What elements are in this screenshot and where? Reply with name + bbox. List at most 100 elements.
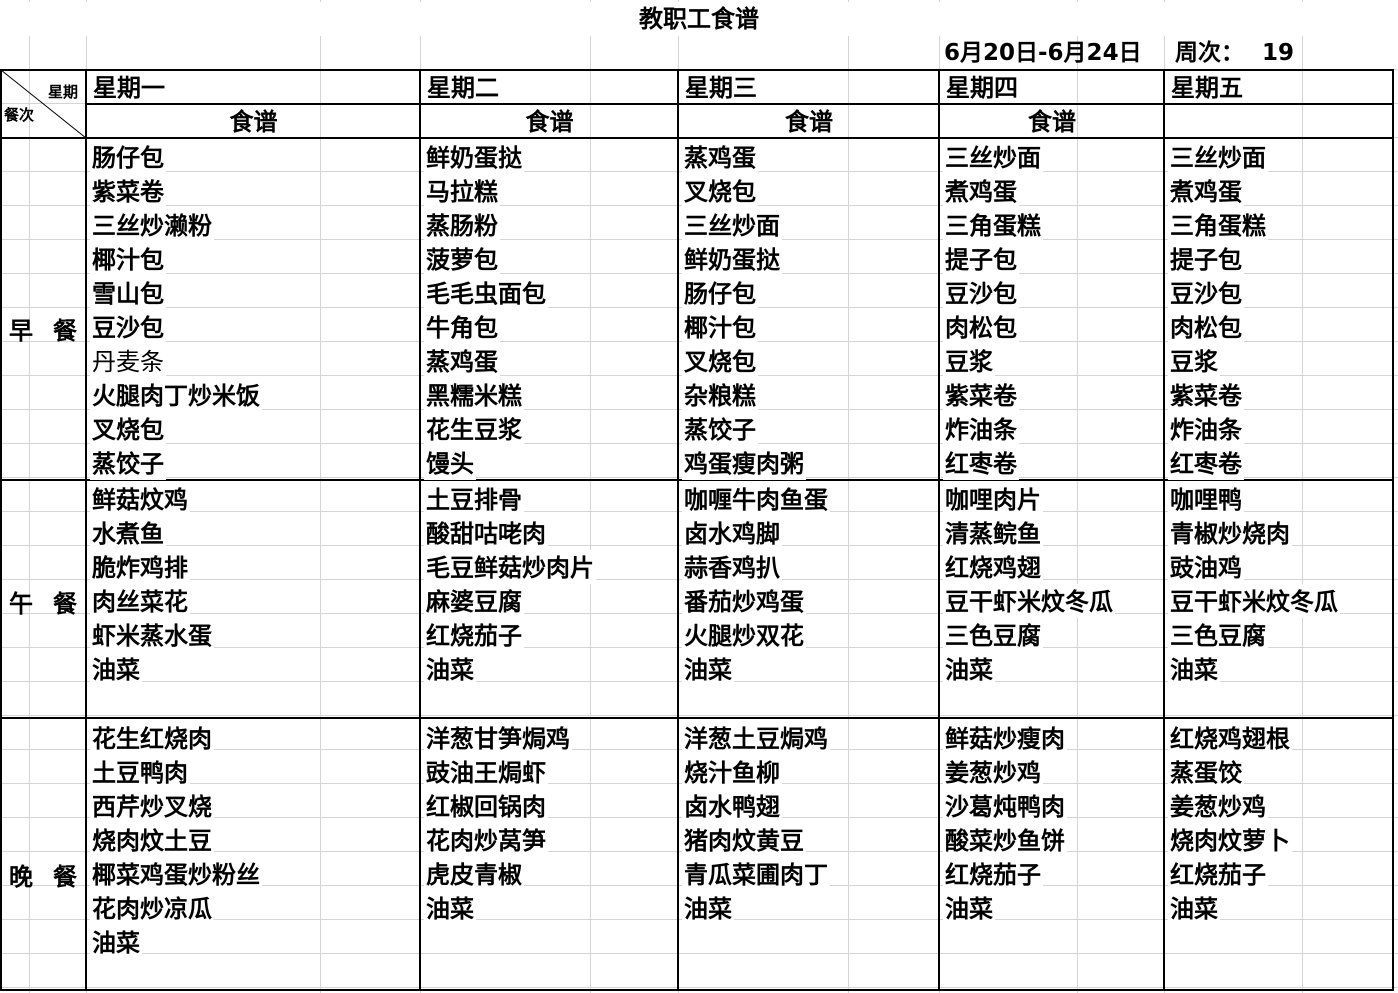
dish-item: 豆浆 <box>1168 344 1220 378</box>
dish-item: 火腿肉丁炒米饭 <box>90 378 262 412</box>
dish-item: 虾米蒸水蛋 <box>90 618 214 652</box>
dish-item: 油菜 <box>682 891 734 925</box>
dish-item: 油菜 <box>682 652 734 686</box>
week-number: 19 <box>1262 40 1295 66</box>
sub-header-tue: 食谱 <box>525 108 574 136</box>
day-header-thu: 星期四 <box>946 74 1018 102</box>
dish-item: 豆浆 <box>943 344 995 378</box>
corner-meal-label: 餐次 <box>4 106 35 124</box>
dish-item: 叉烧包 <box>682 174 758 208</box>
dish-item: 三角蛋糕 <box>1168 208 1268 242</box>
dish-item: 黑糯米糕 <box>424 378 524 412</box>
dish-item: 土豆鸭肉 <box>90 755 190 789</box>
dish-item: 三色豆腐 <box>1168 618 1268 652</box>
dish-item: 毛毛虫面包 <box>424 276 548 310</box>
dish-item: 蒸蛋饺 <box>1168 755 1244 789</box>
menu-table-frame <box>0 69 1394 991</box>
dish-item: 蒜香鸡扒 <box>682 550 782 584</box>
dish-item: 杂粮糕 <box>682 378 758 412</box>
dish-item: 红枣卷 <box>943 446 1019 480</box>
sub-header-fri <box>1165 104 1393 137</box>
dish-item: 豉油王焗虾 <box>424 755 548 789</box>
dish-item: 油菜 <box>424 891 476 925</box>
dish-item: 豆沙包 <box>90 310 166 344</box>
dish-item: 清蒸鲩鱼 <box>943 516 1043 550</box>
dish-item: 鸡蛋瘦肉粥 <box>682 446 806 480</box>
sub-header-wed: 食谱 <box>785 108 833 136</box>
dish-item: 洋葱甘笋焗鸡 <box>424 721 572 755</box>
dish-item: 油菜 <box>943 891 995 925</box>
dish-item: 咖哩鸭 <box>1168 482 1244 516</box>
dish-item: 菠萝包 <box>424 242 500 276</box>
dish-item: 三丝炒面 <box>1168 140 1268 174</box>
dish-item: 烧汁鱼柳 <box>682 755 782 789</box>
dish-item: 三色豆腐 <box>943 618 1043 652</box>
dish-item: 三丝炒濑粉 <box>90 208 214 242</box>
dish-item: 洋葱土豆焗鸡 <box>682 721 830 755</box>
dish-item: 红烧鸡翅根 <box>1168 721 1292 755</box>
day-header-mon: 星期一 <box>93 74 165 102</box>
dish-item: 鲜菇炆鸡 <box>90 482 190 516</box>
dish-item: 豆沙包 <box>1168 276 1244 310</box>
dish-item: 卤水鸡脚 <box>682 516 782 550</box>
day-header-fri: 星期五 <box>1171 74 1243 102</box>
menu-title: 教职工食谱 <box>0 2 1398 36</box>
dish-item: 紫菜卷 <box>90 174 166 208</box>
dish-item: 豆干虾米炆冬瓜 <box>1168 584 1340 618</box>
dish-item: 叉烧包 <box>682 344 758 378</box>
dish-item: 三角蛋糕 <box>943 208 1043 242</box>
dish-item: 花肉炒莴笋 <box>424 823 548 857</box>
dish-item: 卤水鸭翅 <box>682 789 782 823</box>
dish-item: 三丝炒面 <box>682 208 782 242</box>
dish-item: 烧肉炆萝卜 <box>1168 823 1292 857</box>
dish-item: 火腿炒双花 <box>682 618 806 652</box>
dish-item: 椰菜鸡蛋炒粉丝 <box>90 857 262 891</box>
dish-item: 红椒回锅肉 <box>424 789 548 823</box>
dish-item: 紫菜卷 <box>943 378 1019 412</box>
dish-item: 脆炸鸡排 <box>90 550 190 584</box>
dish-item: 虎皮青椒 <box>424 857 524 891</box>
dish-item: 花生红烧肉 <box>90 721 214 755</box>
dish-item: 豆干虾米炆冬瓜 <box>943 584 1115 618</box>
dish-item: 姜葱炒鸡 <box>1168 789 1268 823</box>
dish-item: 提子包 <box>1168 242 1244 276</box>
dish-item: 姜葱炒鸡 <box>943 755 1043 789</box>
dish-item: 煮鸡蛋 <box>943 174 1019 208</box>
dish-item: 油菜 <box>1168 891 1220 925</box>
dish-item: 炸油条 <box>943 412 1019 446</box>
dish-item: 牛角包 <box>424 310 500 344</box>
dish-item: 鲜菇炒瘦肉 <box>943 721 1067 755</box>
dish-item: 咖喱牛肉鱼蛋 <box>682 482 830 516</box>
meal-label-char: 午 <box>9 589 33 618</box>
dish-item: 水煮鱼 <box>90 516 166 550</box>
dish-item: 椰汁包 <box>90 242 166 276</box>
dish-item: 鲜奶蛋挞 <box>682 242 782 276</box>
dish-item: 酸菜炒鱼饼 <box>943 823 1067 857</box>
dish-item: 油菜 <box>90 652 142 686</box>
dish-item: 油菜 <box>1168 652 1220 686</box>
date-range: 6月20日-6月24日 <box>944 40 1142 66</box>
dish-item: 紫菜卷 <box>1168 378 1244 412</box>
dish-item: 馒头 <box>424 446 476 480</box>
dish-item: 青椒炒烧肉 <box>1168 516 1292 550</box>
dish-item: 鲜奶蛋挞 <box>424 140 524 174</box>
meal-label-char: 餐 <box>53 862 77 891</box>
dish-item: 蒸饺子 <box>682 412 758 446</box>
dish-item: 肉松包 <box>1168 310 1244 344</box>
dish-item: 咖哩肉片 <box>943 482 1043 516</box>
meal-label-breakfast: 早餐 <box>0 310 86 346</box>
dish-item: 肠仔包 <box>90 140 166 174</box>
dish-item: 花生豆浆 <box>424 412 524 446</box>
dish-item: 红枣卷 <box>1168 446 1244 480</box>
corner-day-label: 星期 <box>48 83 79 101</box>
meal-label-char: 餐 <box>53 589 77 618</box>
meal-label-char: 晚 <box>9 862 33 891</box>
dish-item: 蒸饺子 <box>90 446 166 480</box>
sub-header-mon: 食谱 <box>229 108 278 136</box>
meal-label-lunch: 午餐 <box>0 583 86 619</box>
dish-item: 酸甜咕咾肉 <box>424 516 548 550</box>
dish-item: 蒸鸡蛋 <box>424 344 500 378</box>
dish-item: 花肉炒凉瓜 <box>90 891 214 925</box>
dish-item: 丹麦条 <box>90 344 166 378</box>
dish-item: 土豆排骨 <box>424 482 524 516</box>
